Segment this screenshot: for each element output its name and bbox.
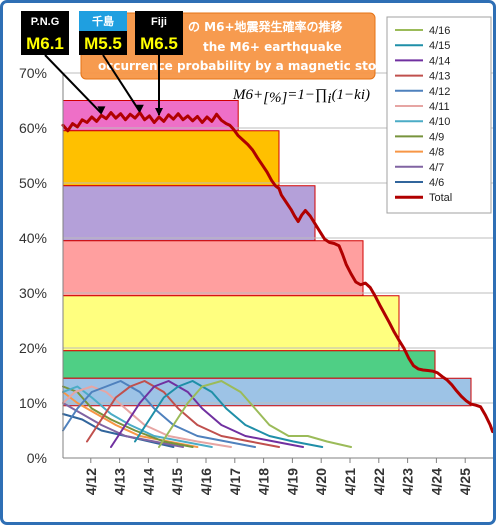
legend-label-10: 4/6 — [429, 177, 444, 189]
badge-value-0: M6.1 — [26, 34, 64, 53]
x-tick-8: 4/20 — [313, 468, 329, 495]
x-tick-6: 4/18 — [256, 468, 272, 495]
badge-0: P.N.G M6.1 — [21, 11, 106, 115]
legend: 4/16 4/15 4/14 4/13 4/12 4/11 4/10 4/9 4/8 4/7 4/6… — [386, 16, 492, 214]
formula-main: M6+ — [232, 87, 263, 103]
badge-arrowhead-2 — [155, 108, 163, 116]
band-6 — [62, 377, 472, 407]
series-4-16 — [158, 380, 352, 448]
series-4-7 — [62, 402, 184, 448]
y-tick-labels: 0% 10% 20% 30% 40% 50% 60% 70% — [19, 65, 47, 466]
legend-label-4: 4/12 — [429, 86, 450, 98]
badge-value-bg-0 — [21, 31, 69, 55]
title-line-1: の M6+地震発生確率の推移 — [188, 19, 343, 34]
x-tick-labels: 4/12 4/13 4/14 4/15 4/16 4/17 4/18 4/19 4/20 4/21… — [83, 458, 473, 495]
badge-arrowhead-0 — [97, 106, 106, 115]
series-total — [61, 111, 493, 434]
badge-pointer-0 — [44, 54, 103, 115]
badge-value-bg-1 — [79, 31, 127, 55]
series-4-13 — [86, 380, 280, 448]
y-tick-4: 40% — [19, 230, 47, 246]
legend-label-11: Total — [429, 192, 452, 204]
series-4-11 — [62, 385, 232, 448]
series-4-15 — [134, 380, 324, 448]
formula-sub: [%] — [263, 90, 287, 106]
badge-top-0: P.N.G — [31, 16, 60, 28]
series-4-12 — [62, 380, 256, 448]
x-tick-13: 4/25 — [457, 468, 473, 495]
formula-tail: (1−ki) — [332, 87, 370, 103]
badge-value-1: M5.5 — [84, 34, 122, 53]
probability-bands — [62, 100, 472, 407]
y-tick-7: 70% — [19, 65, 47, 81]
x-tick-7: 4/19 — [284, 468, 300, 495]
badge-arrowhead-1 — [135, 104, 144, 113]
formula: M6+[%]=1−∏i(1−ki) — [232, 87, 370, 107]
svg-text:M6+[%]=1−∏i(1−ki): M6+[%]=1−∏i(1−ki) — [232, 87, 370, 107]
chart-canvas: 0% 10% 20% 30% 40% 50% 60% 70% 4/12 4/13 4/14 4/15… — [19, 11, 493, 495]
badge-top-bg-1 — [79, 11, 127, 31]
title-line-2: the M6+ earthquake — [203, 40, 342, 54]
badge-top-1: 千島 — [92, 14, 114, 28]
band-4 — [62, 295, 400, 352]
formula-rest: =1−∏ — [287, 87, 327, 103]
legend-label-2: 4/14 — [429, 55, 450, 67]
x-tick-1: 4/13 — [112, 468, 128, 495]
band-2 — [62, 185, 316, 242]
x-tick-3: 4/15 — [169, 468, 185, 495]
badge-top-2: Fiji — [151, 16, 167, 28]
y-tick-0: 0% — [27, 450, 47, 466]
x-tick-9: 4/21 — [342, 468, 358, 495]
series-lines — [61, 111, 493, 448]
series-4-14 — [110, 380, 304, 448]
badge-pointer-1 — [102, 54, 141, 113]
y-tick-3: 30% — [19, 285, 47, 301]
title-line-3: occurrence probability by a magnetic sto… — [98, 59, 399, 73]
legend-label-0: 4/16 — [429, 25, 450, 37]
y-tick-6: 60% — [19, 120, 47, 136]
badge-value-2: M6.5 — [140, 34, 178, 53]
event-badges: P.N.G M6.1 千島 M5.5 Fiji M6.5 — [21, 11, 183, 116]
legend-label-1: 4/15 — [429, 40, 450, 52]
badge-top-bg-0 — [21, 11, 69, 31]
formula-sub2: i — [327, 91, 331, 107]
badge-2: Fiji M6.5 — [135, 11, 183, 116]
legend-label-9: 4/7 — [429, 162, 444, 174]
legend-label-5: 4/11 — [429, 101, 450, 113]
legend-label-8: 4/8 — [429, 147, 444, 159]
axes — [62, 73, 493, 459]
legend-label-6: 4/10 — [429, 116, 450, 128]
series-4-6 — [62, 413, 175, 448]
y-tick-5: 50% — [19, 175, 47, 191]
x-tick-11: 4/23 — [400, 468, 416, 495]
badge-top-bg-2 — [135, 11, 183, 31]
x-tick-2: 4/14 — [140, 468, 156, 495]
band-3 — [62, 240, 364, 297]
y-tick-2: 20% — [19, 340, 47, 356]
legend-label-7: 4/9 — [429, 131, 444, 143]
x-tick-5: 4/17 — [227, 468, 243, 495]
title-box: の M6+地震発生確率の推移 the M6+ earthquake occurr… — [80, 12, 399, 80]
x-tick-4: 4/16 — [198, 468, 214, 495]
x-tick-10: 4/22 — [371, 468, 387, 495]
band-5 — [62, 350, 436, 379]
badge-1: 千島 M5.5 — [79, 11, 144, 113]
y-tick-1: 10% — [19, 395, 47, 411]
badge-value-bg-2 — [135, 31, 183, 55]
x-tick-0: 4/12 — [83, 468, 99, 495]
legend-label-3: 4/13 — [429, 71, 450, 83]
series-4-10 — [62, 385, 213, 448]
band-1 — [62, 130, 280, 187]
x-tick-12: 4/24 — [428, 468, 444, 495]
